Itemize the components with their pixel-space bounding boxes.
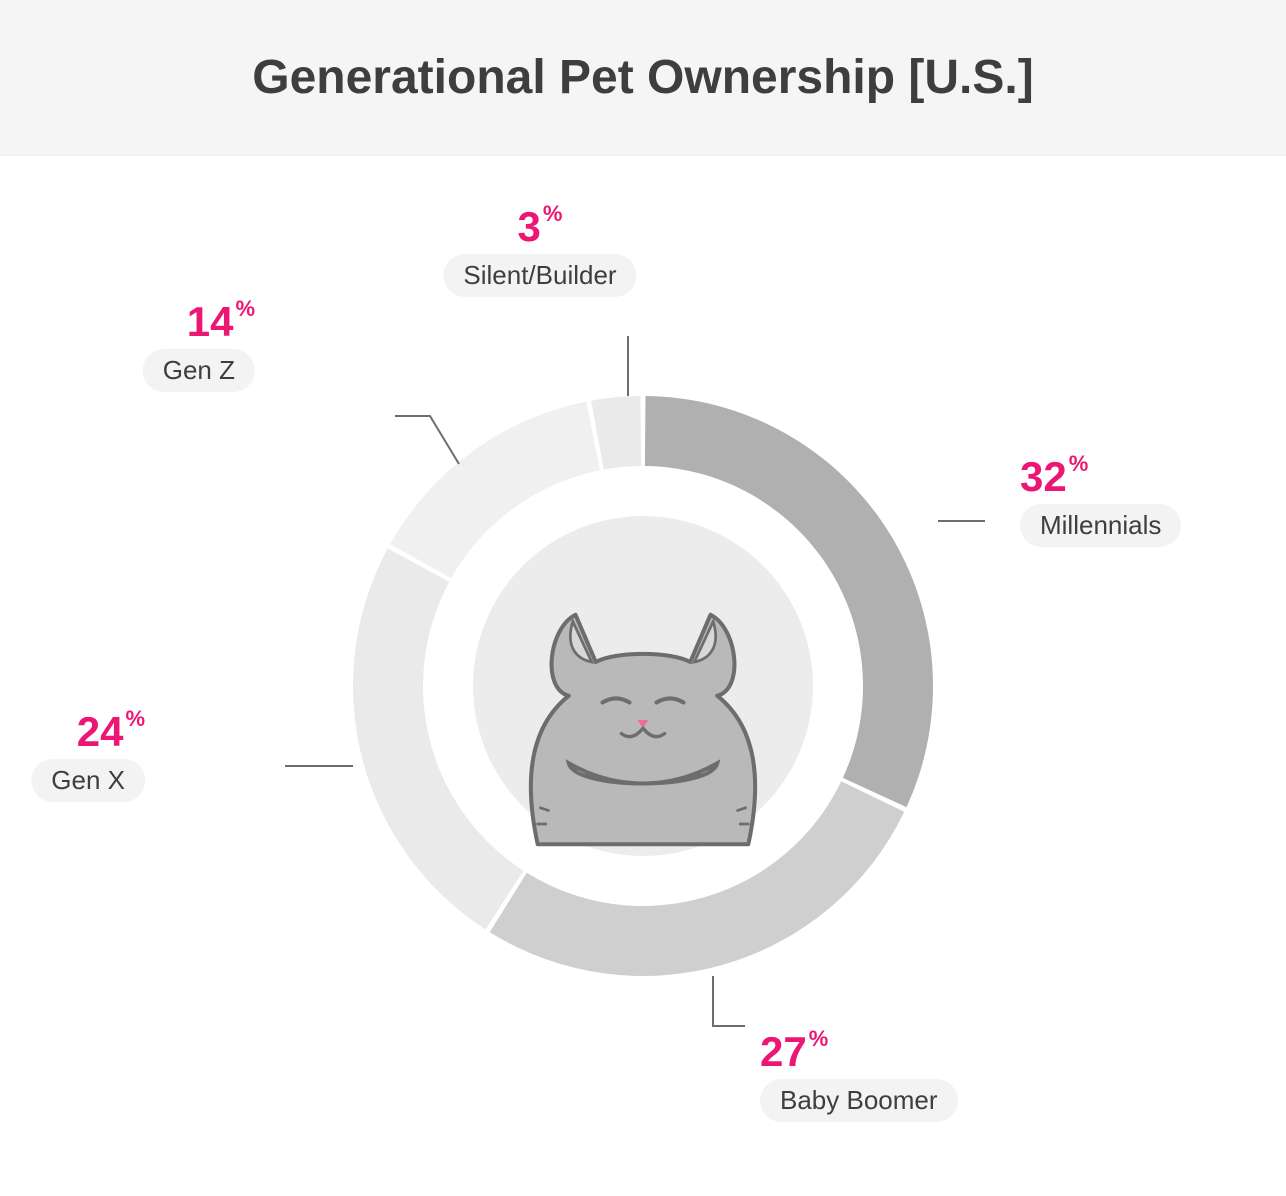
slice-percent: 27% [760,1031,958,1073]
donut-chart: 32% Millennials 27% Baby Boomer 24% Gen X 14% G… [0,156,1286,1196]
percent-sign: % [1069,451,1089,476]
leader-line [713,976,745,1026]
percent-sign: % [809,1026,829,1051]
slice-label: 27% Baby Boomer [760,1031,958,1122]
slice-name-badge: Gen Z [143,349,255,392]
slice-label: 32% Millennials [1020,456,1181,547]
slice-percent: 32% [1020,456,1181,498]
slice-percent: 24% [31,711,145,753]
percent-sign: % [235,296,255,321]
slice-name-badge: Baby Boomer [760,1079,958,1122]
slice-percent: 14% [143,301,255,343]
donut-slice [591,396,641,470]
slice-name-badge: Silent/Builder [443,254,636,297]
page-title: Generational Pet Ownership [U.S.] [252,50,1033,105]
slice-percent: 3% [443,206,636,248]
slice-label: 14% Gen Z [143,301,255,392]
percent-sign: % [543,201,563,226]
leader-line [395,416,459,464]
percent-sign: % [125,706,145,731]
slice-name-badge: Gen X [31,759,145,802]
slice-label: 3% Silent/Builder [443,206,636,297]
slice-percent-value: 14 [187,298,234,345]
slice-percent-value: 32 [1020,453,1067,500]
slice-name-badge: Millennials [1020,504,1181,547]
slice-percent-value: 27 [760,1028,807,1075]
slice-percent-value: 3 [518,203,541,250]
title-bar: Generational Pet Ownership [U.S.] [0,0,1286,156]
slice-percent-value: 24 [77,708,124,755]
slice-label: 24% Gen X [31,711,145,802]
